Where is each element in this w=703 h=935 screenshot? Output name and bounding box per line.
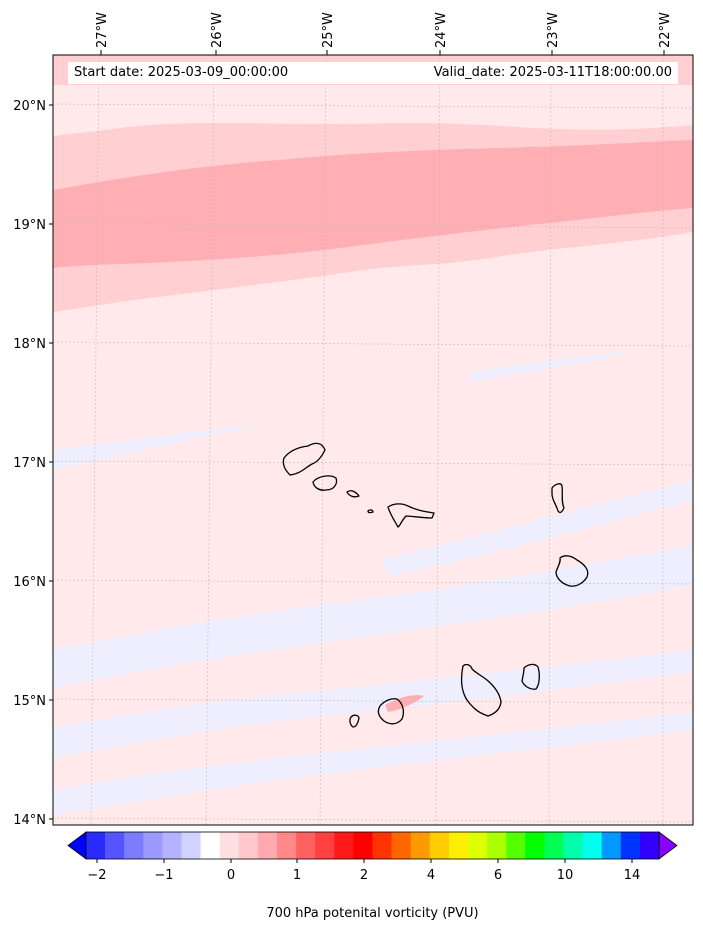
colorbar-segment: [487, 832, 507, 859]
colorbar-tick-label: 6: [494, 868, 502, 883]
colorbar-segment: [410, 832, 431, 859]
field-blue-streak-5: [53, 712, 693, 815]
longitude-ticks: 27°W 26°W 25°W 24°W 23°W 22°W: [95, 12, 673, 55]
colorbar-segment: [429, 832, 450, 859]
field-blue-streak-6: [470, 350, 640, 382]
colorbar-segment: [372, 832, 392, 859]
start-date-text: Start date: 2025-03-09_00:00:00: [74, 65, 289, 80]
island-sao-vicente: [312, 475, 338, 491]
lat-tick-label: 19°N: [13, 218, 46, 233]
lon-tick-label: 23°W: [546, 12, 561, 48]
lat-tick-label: 18°N: [13, 337, 46, 352]
colorbar-segment: [334, 832, 354, 859]
colorbar-segment: [525, 832, 545, 859]
colorbar-segment: [506, 832, 526, 859]
colorbar-segment: [620, 832, 641, 859]
coastlines: [282, 442, 589, 728]
island-boa-vista: [555, 555, 589, 587]
colorbar-tick-label: −1: [154, 868, 173, 883]
colorbar-segment: [200, 832, 220, 859]
island-sal: [551, 483, 565, 514]
island-fogo: [377, 698, 404, 725]
field-blue-streak-4: [53, 650, 693, 758]
field-blue-streak-3: [53, 545, 693, 688]
colorbar-segment: [124, 832, 144, 859]
lon-tick-label: 26°W: [210, 12, 225, 48]
colorbar-segment: [219, 832, 240, 859]
colorbar-tick-label: −2: [87, 868, 106, 883]
colorbar-segment: [448, 832, 469, 859]
graticule: [53, 55, 693, 825]
colorbar-tick-label: 10: [557, 868, 574, 883]
colorbar-extend-max: [658, 831, 678, 860]
lat-tick-label: 20°N: [13, 99, 46, 114]
colorbar-segment: [639, 832, 660, 859]
colorbar-extend-min: [67, 831, 87, 860]
island-maio: [521, 663, 540, 690]
colorbar-tick-label: 14: [624, 868, 641, 883]
lon-tick-label: 22°W: [658, 12, 673, 48]
colorbar-segment: [353, 832, 373, 859]
colorbar-segment: [391, 832, 411, 859]
island-branco: [367, 509, 374, 514]
colorbar-segment: [143, 832, 163, 859]
lon-tick-label: 27°W: [95, 12, 110, 48]
field-pink-spot: [385, 695, 424, 712]
vorticity-field: [53, 55, 693, 825]
colorbar-label: 700 hPa potenital vorticity (PVU): [266, 906, 479, 921]
colorbar-segment: [544, 832, 564, 859]
colorbar-tick-label: 0: [227, 868, 235, 883]
colorbar-segment: [238, 832, 259, 859]
island-brava: [349, 714, 360, 728]
colorbar-segment: [582, 832, 602, 859]
info-banner: Start date: 2025-03-09_00:00:00 Valid_da…: [68, 62, 678, 84]
colorbar-segment: [86, 832, 106, 859]
lat-tick-label: 16°N: [13, 575, 46, 590]
colorbar-segment: [601, 832, 622, 859]
field-blue-streak-1: [53, 424, 260, 470]
island-santiago: [460, 663, 502, 717]
colorbar-tick-label: 4: [427, 868, 435, 883]
map-frame: [52, 54, 694, 826]
colorbar-segment: [563, 832, 583, 859]
valid-date-text: Valid_date: 2025-03-11T18:00:00.00: [433, 65, 672, 80]
colorbar-outline: [85, 831, 660, 860]
colorbar-segment: [181, 832, 201, 859]
colorbar-segment: [277, 832, 297, 859]
island-sao-nicolau: [387, 503, 435, 528]
lon-tick-label: 24°W: [434, 12, 449, 48]
lat-tick-label: 14°N: [13, 813, 46, 828]
colorbar-tick-label: 2: [360, 868, 368, 883]
lat-tick-label: 15°N: [13, 694, 46, 709]
field-pink-tail: [58, 221, 100, 234]
island-santo-antao: [282, 442, 326, 476]
colorbar-segment: [468, 832, 488, 859]
field-blue-streak-2: [380, 480, 693, 576]
lon-tick-label: 25°W: [321, 12, 336, 48]
colorbar-segment: [162, 832, 182, 859]
colorbar-tick-label: 1: [293, 868, 301, 883]
field-top-pale-strip: [53, 85, 693, 136]
colorbar: −2 −1 0 1 2 4 6 10 14: [67, 831, 678, 883]
latitude-ticks: 20°N 19°N 18°N 17°N 16°N 15°N 14°N: [13, 99, 53, 828]
island-santa-luzia: [346, 490, 360, 498]
colorbar-segment: [315, 832, 335, 859]
colorbar-segment: [296, 832, 316, 859]
colorbar-segment: [105, 832, 125, 859]
colorbar-segment: [257, 832, 278, 859]
lat-tick-label: 17°N: [13, 456, 46, 471]
